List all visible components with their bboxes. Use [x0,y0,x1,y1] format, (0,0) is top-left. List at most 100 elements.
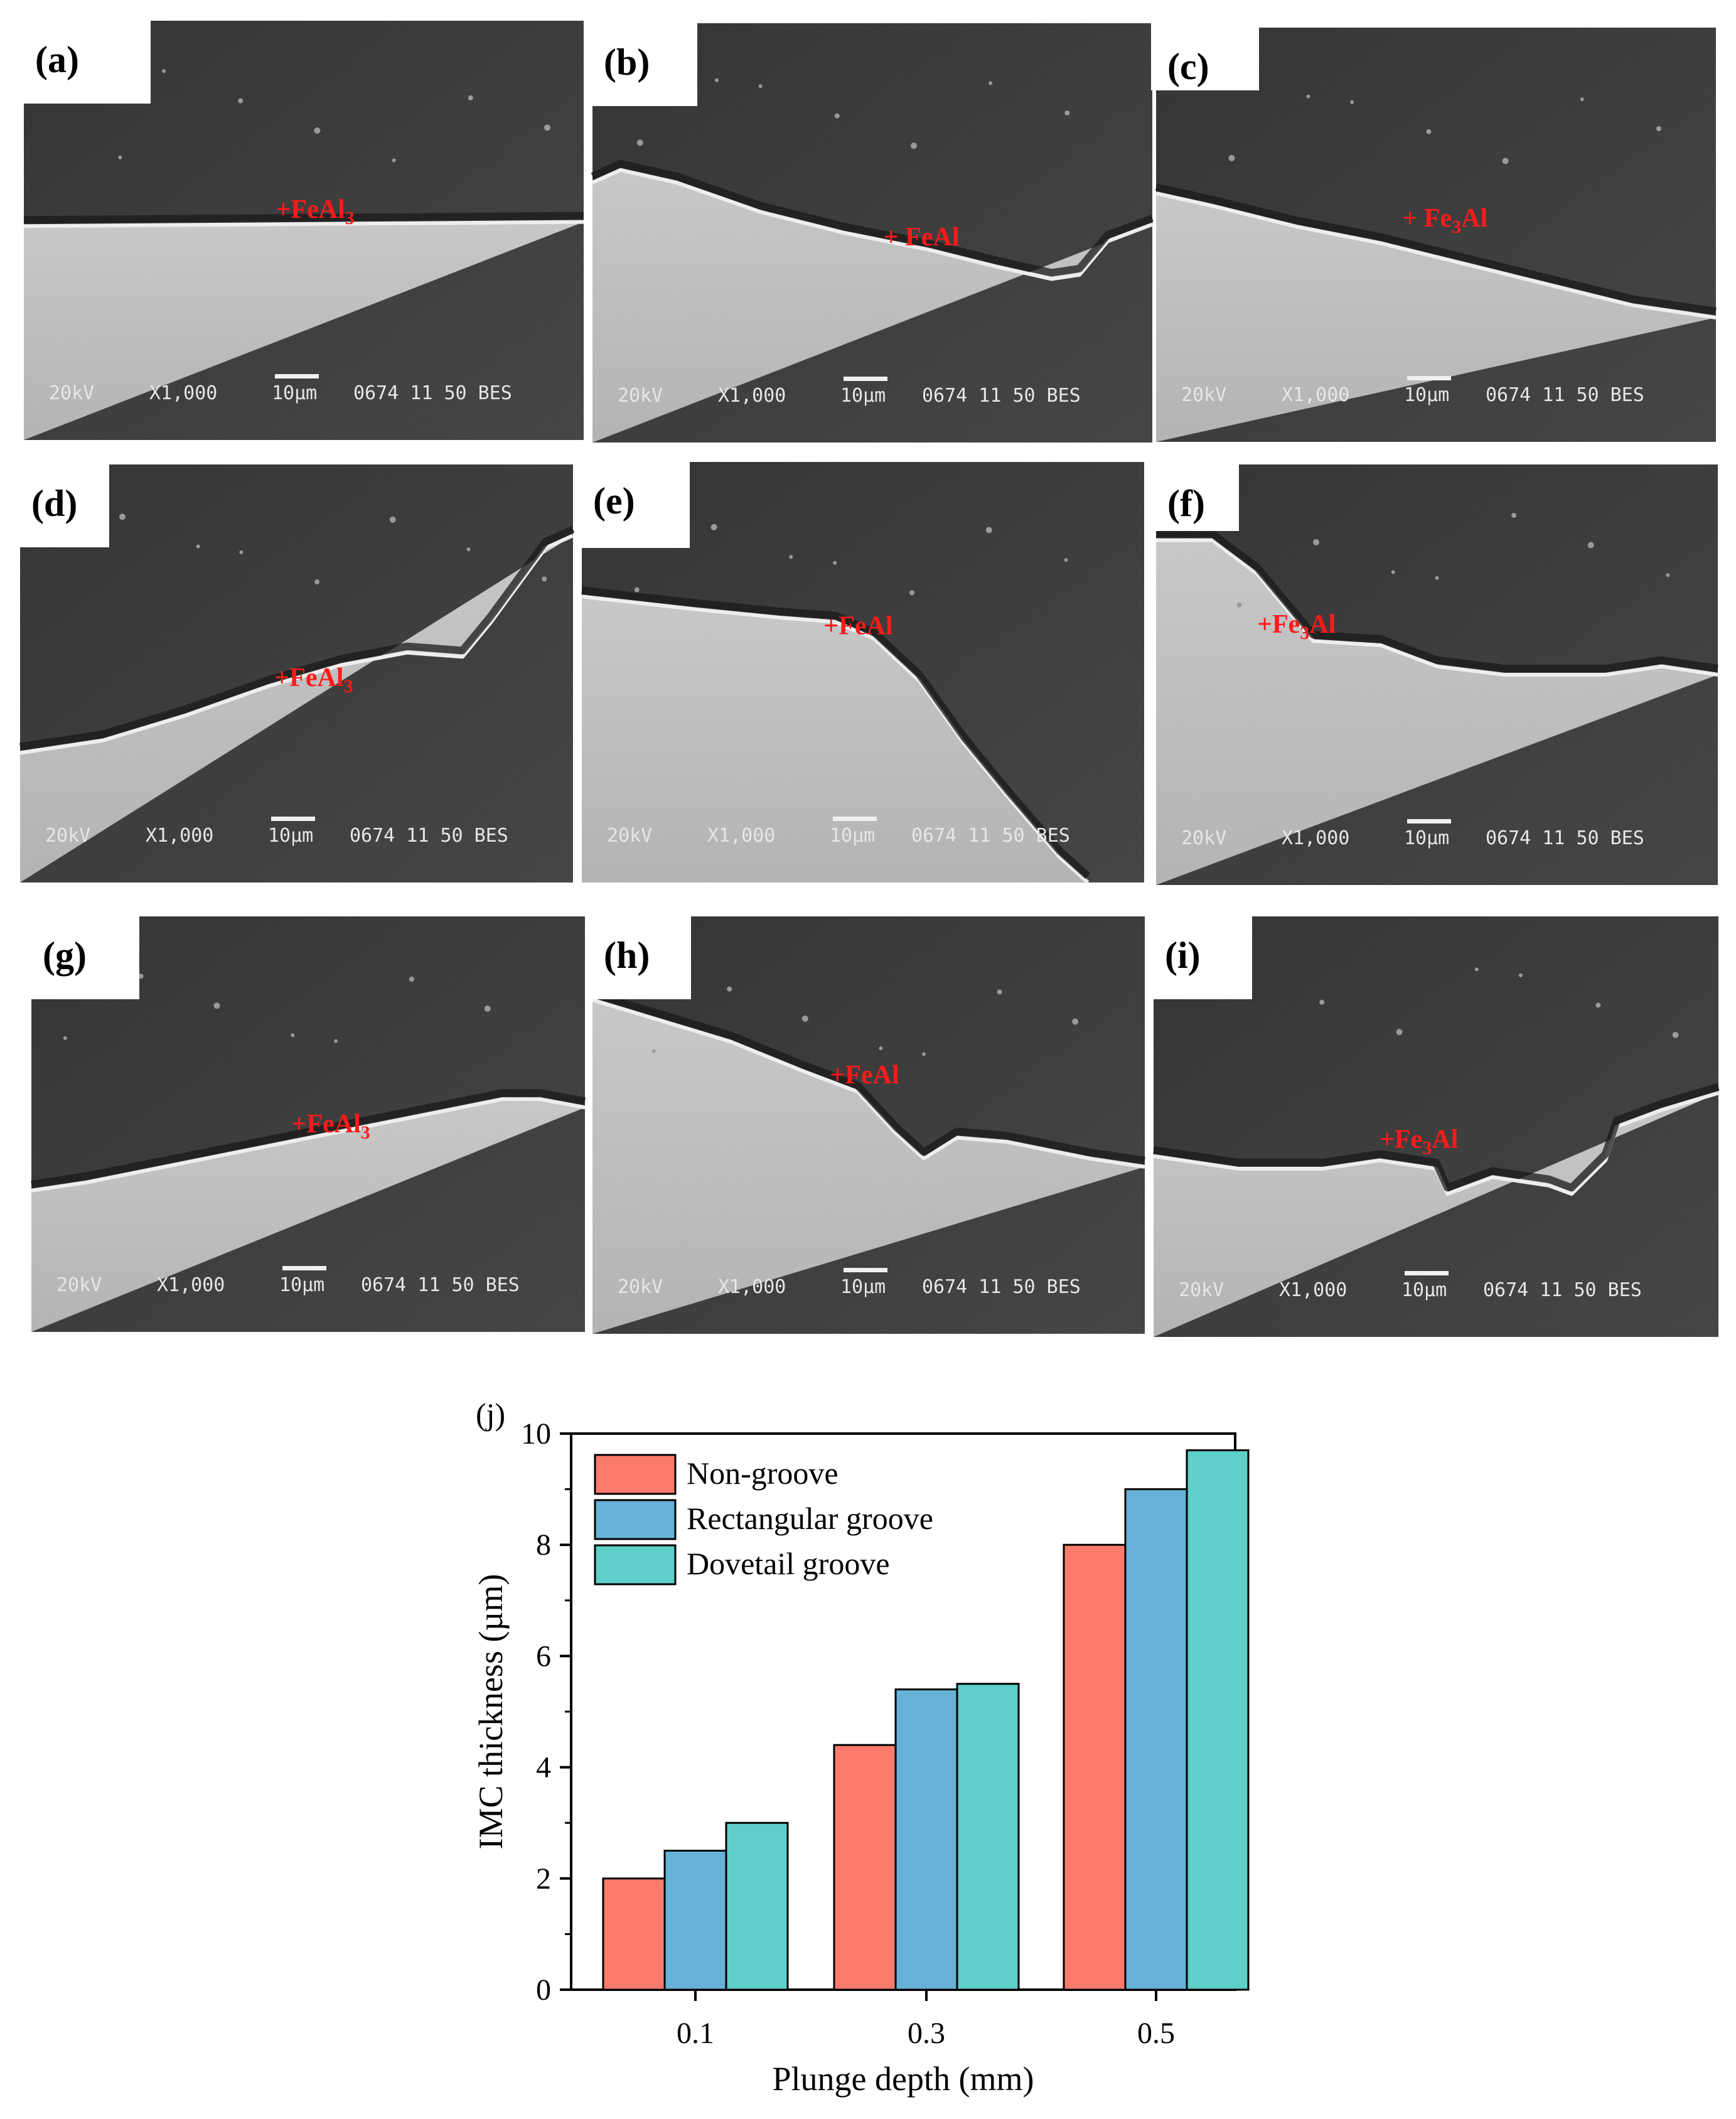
label-tab [1149,911,1252,999]
sem-texture [1156,28,1716,442]
particle [997,989,1002,995]
scale-bar [1405,1271,1449,1275]
legend-swatch [594,1544,677,1585]
bar-rectangular-groove-0.3 [894,1688,958,1991]
phase-label: +FeAl3 [292,1110,370,1143]
bar-rectangular-groove-0.1 [663,1850,727,1991]
label-tab [19,16,151,104]
sem-texture [1156,464,1718,885]
particle [213,1002,220,1009]
scale-label: 10µm [840,1276,886,1298]
label-tab [1151,23,1259,90]
scale-bar [271,817,315,821]
phase-label: +Fe3Al [1257,610,1336,643]
sem-panel-i: (i) +Fe3Al 20kV X1,000 10µm 0674 11 50 BES [1149,911,1720,1337]
phase-label-tail: Al [1432,1125,1458,1154]
phase-label-main: +FeAl [823,612,892,641]
particle [1519,973,1523,977]
particle [389,516,396,523]
phase-label-main: +FeAl [274,663,343,692]
particle [1072,1018,1079,1025]
phase-label-main: +Fe [1257,610,1300,639]
phase-label-tail: Al [1461,204,1487,233]
phase-label-subscript: 3 [1300,623,1309,643]
phase-label-main: + FeAl [884,223,960,252]
particle [1587,542,1594,549]
particle [1306,94,1310,99]
sem-voltage: 20kV [1181,827,1226,849]
sem-voltage: 20kV [1181,384,1226,406]
sem-detector-info: 0674 11 50 BES [1486,827,1644,849]
sem-detector-info: 0674 11 50 BES [922,1276,1081,1298]
sem-magnification: X1,000 [707,825,775,847]
particle [922,1052,926,1056]
bar-non-groove-0.3 [833,1744,897,1991]
particle [727,986,732,992]
scale-label: 10µm [268,825,313,847]
particle [119,513,126,520]
phase-label-main: +FeAl [292,1110,361,1139]
legend-label: Rectangular groove [687,1501,933,1536]
particle [715,78,719,82]
label-tab [587,911,691,999]
particle [651,1049,656,1053]
label-tab [577,457,690,548]
y-tick-label: 2 [536,1862,551,1896]
particle [834,113,840,119]
particle [542,576,547,582]
sem-magnification: X1,000 [718,385,786,407]
sem-magnification: X1,000 [1282,384,1349,406]
panel-label: (e) [593,480,635,522]
scale-label: 10µm [840,385,886,407]
phase-label-subscript: 3 [343,676,353,697]
particle [1502,158,1509,164]
label-tab [587,18,697,106]
particle [1656,126,1661,131]
particle [1319,999,1325,1005]
sem-detector-info: 0674 11 50 BES [361,1274,520,1296]
particle [879,1046,883,1051]
phase-label: + FeAl [884,223,960,252]
chart-panel-label: (j) [476,1397,505,1432]
particle [1064,110,1070,115]
bar-non-groove-0.5 [1063,1543,1127,1991]
sem-panel-c: (c) + Fe3Al 20kV X1,000 10µm 0674 11 50 BES [1151,23,1717,442]
phase-label: +FeAl [830,1061,899,1090]
particle [466,547,471,552]
sem-magnification: X1,000 [1282,827,1349,849]
sem-voltage: 20kV [618,385,663,407]
particle [911,142,917,149]
sem-magnification: X1,000 [157,1274,225,1296]
bar-non-groove-0.1 [602,1877,666,1991]
particle [1595,1002,1601,1008]
particle [1313,539,1320,545]
particle [291,1033,295,1038]
label-tab [15,459,109,547]
scale-bar [833,817,877,821]
sem-detector-info: 0674 11 50 BES [350,825,508,847]
particle [392,158,396,163]
sem-panel-a: (a) +FeAl3 20kV X1,000 10µm 0674 11 50 BES [19,16,584,440]
particle [758,84,763,89]
particle [1228,154,1235,161]
x-tick-label: 0.5 [1137,2017,1175,2050]
particle [544,124,550,131]
scale-bar [282,1266,326,1270]
legend-swatch [594,1454,677,1495]
particle [1064,558,1068,562]
sem-voltage: 20kV [1179,1279,1224,1301]
particle [985,527,992,534]
y-tick-label: 6 [536,1639,551,1673]
legend: Non-groove Rectangular groove Dovetail gro… [594,1454,933,1585]
particle [710,523,717,530]
label-tab [26,911,139,999]
particle [239,550,244,554]
sem-panel-e: (e) +FeAl 20kV X1,000 10µm 0674 11 50 BES [577,457,1144,884]
sem-voltage: 20kV [618,1276,663,1298]
particle [1435,576,1439,580]
particle [1391,570,1395,574]
phase-label-tail: Al [1309,610,1336,639]
scale-bar [844,377,887,381]
